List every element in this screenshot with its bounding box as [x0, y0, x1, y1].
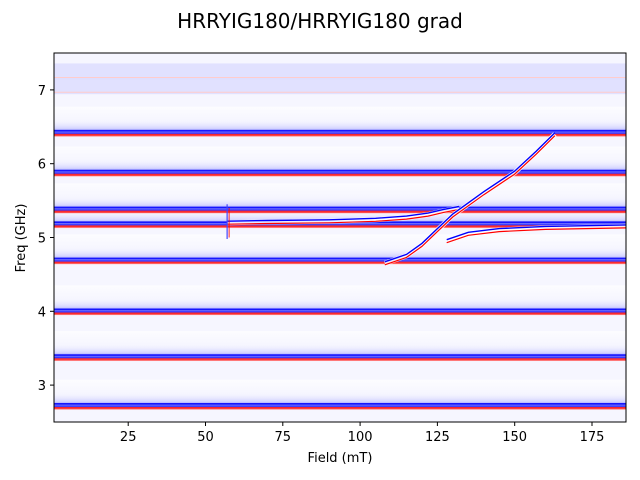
- branch-blue: [384, 132, 556, 263]
- mode-bands: [54, 63, 626, 410]
- x-axis-ticks: 25 50 75 100 125 150 175: [120, 422, 604, 445]
- branch-halo: [227, 205, 460, 226]
- y-axis-label: Freq (GHz): [14, 204, 29, 273]
- branch-red: [446, 227, 626, 244]
- mode-band: [54, 343, 626, 362]
- branch-red: [384, 135, 556, 266]
- mode-band: [54, 391, 626, 410]
- anticrossing-branches: [227, 132, 626, 266]
- vertical-features: [226, 204, 230, 239]
- mode-band: [54, 118, 626, 137]
- faint-mode-band: [54, 63, 626, 80]
- x-axis-label: Field (mT): [308, 451, 373, 466]
- mode-band: [54, 195, 626, 214]
- y-tick-label: 5: [38, 232, 46, 247]
- branch-blue: [446, 224, 626, 241]
- y-tick-label: 6: [38, 158, 46, 173]
- branch-halo: [445, 223, 626, 244]
- x-tick-label: 50: [197, 430, 214, 445]
- mode-band: [54, 246, 626, 265]
- plot-area: [54, 53, 626, 422]
- x-tick-label: 75: [275, 430, 292, 445]
- y-axis-ticks: 3 4 5 6 7: [38, 84, 54, 394]
- faint-mode-band: [54, 78, 626, 95]
- y-tick-label: 3: [38, 379, 46, 394]
- mode-band: [54, 297, 626, 316]
- mode-band: [54, 158, 626, 177]
- branch-red: [227, 208, 460, 225]
- branch-halo: [383, 132, 557, 266]
- y-tick-label: 7: [38, 84, 46, 99]
- y-tick-label: 4: [38, 305, 46, 320]
- x-tick-label: 175: [580, 430, 605, 445]
- x-tick-label: 25: [120, 430, 137, 445]
- branch-blue: [227, 205, 460, 222]
- x-tick-label: 150: [502, 430, 527, 445]
- chart-title: HRRYIG180/HRRYIG180 grad: [177, 9, 463, 33]
- x-tick-label: 125: [425, 430, 450, 445]
- x-tick-label: 100: [348, 430, 373, 445]
